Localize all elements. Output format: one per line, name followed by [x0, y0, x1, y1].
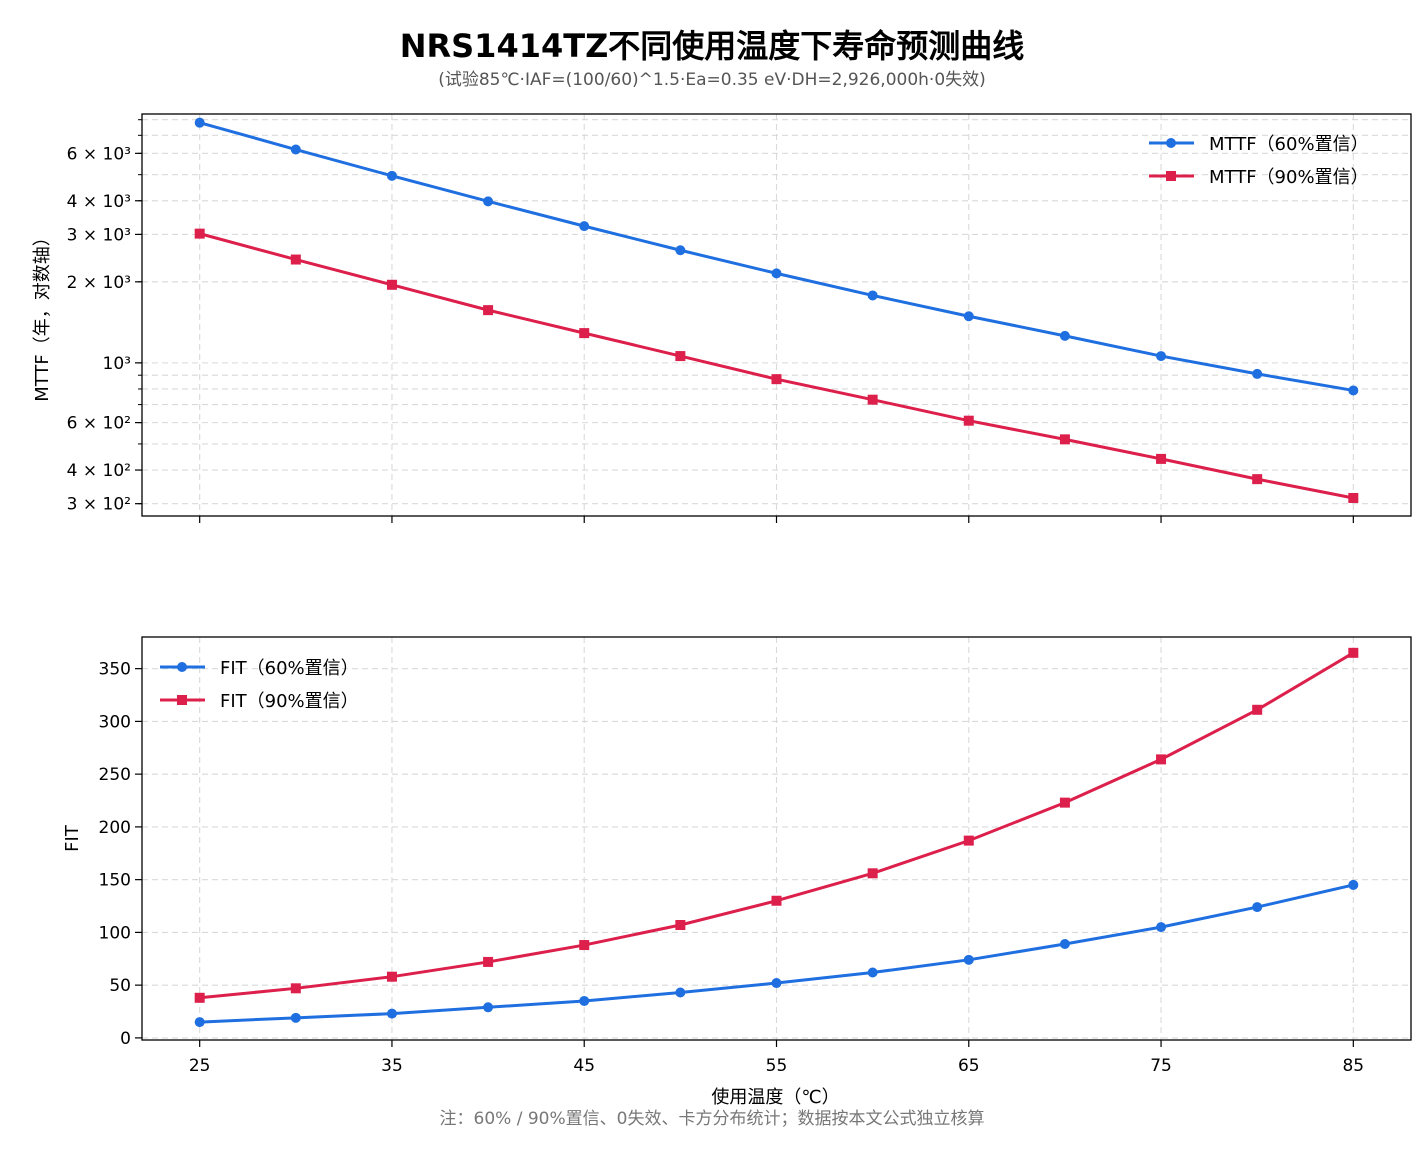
data-point: [771, 895, 782, 906]
x-tick-label: 85: [1342, 1056, 1364, 1076]
data-point: [290, 1012, 301, 1023]
data-point: [1348, 647, 1359, 658]
data-point: [1252, 368, 1263, 379]
chart-subtitle: (试验85℃·IAF=(100/60)^1.5·Ea=0.35 eV·DH=2,…: [438, 70, 986, 90]
legend-marker: [177, 662, 187, 672]
data-point: [194, 228, 205, 239]
x-axis-label: 使用温度（℃）: [711, 1087, 839, 1108]
x-tick-label: 75: [1150, 1056, 1172, 1076]
y-tick-label: 100: [99, 923, 131, 943]
y-tick-label: 50: [109, 976, 131, 996]
data-point: [1156, 453, 1167, 464]
data-point: [483, 1002, 494, 1013]
y-tick-label: 3 × 10³: [67, 225, 131, 245]
data-point: [867, 394, 878, 405]
mttf-panel: 3 × 10² 4 × 10² 6 × 10² 10³ 2 × 10³ 3 × 10³ 4 …: [32, 113, 1412, 523]
plot-frame: [141, 113, 1412, 517]
data-point: [771, 268, 782, 279]
data-point: [386, 170, 397, 181]
data-point: [194, 1017, 205, 1028]
data-point: [1059, 330, 1070, 341]
data-point: [194, 117, 205, 128]
y-axis-label: FIT: [62, 824, 83, 852]
data-point: [1156, 922, 1167, 933]
data-point: [963, 311, 974, 322]
x-tick-label: 55: [766, 1056, 788, 1076]
y-tick-label: 200: [99, 818, 131, 838]
x-tick-label: 65: [958, 1056, 980, 1076]
data-point: [579, 995, 590, 1006]
legend-label: MTTF（90%置信）: [1209, 167, 1369, 188]
legend-marker: [1166, 171, 1176, 181]
fit-panel: 0 50 100 150 200 250 300 350 25 35 45 55 65 75 85 FIT 使用…: [62, 636, 1412, 1108]
data-point: [579, 940, 590, 951]
data-point: [867, 967, 878, 978]
y-tick-label: 6 × 10²: [67, 414, 131, 434]
data-point: [867, 290, 878, 301]
data-point: [771, 978, 782, 989]
data-point: [675, 351, 686, 362]
data-point: [290, 144, 301, 155]
data-point: [963, 835, 974, 846]
data-point: [1059, 938, 1070, 949]
data-point: [675, 920, 686, 931]
data-point: [1348, 879, 1359, 890]
y-tick-label: 3 × 10²: [67, 495, 131, 515]
plot-frame: [141, 636, 1412, 1041]
data-point: [1252, 474, 1263, 485]
data-point: [579, 221, 590, 232]
data-point: [771, 374, 782, 385]
data-point: [963, 954, 974, 965]
data-point: [483, 956, 494, 967]
y-tick-label: 250: [99, 765, 131, 785]
x-tick-label: 25: [189, 1056, 211, 1076]
data-point: [1059, 797, 1070, 808]
data-point: [675, 987, 686, 998]
data-point: [963, 415, 974, 426]
y-tick-label: 2 × 10³: [67, 273, 131, 293]
y-tick-label: 10³: [103, 354, 131, 374]
legend-marker: [177, 695, 187, 705]
y-axis-label: MTTF（年，对数轴）: [32, 228, 53, 402]
data-point: [1156, 351, 1167, 362]
series-line: [199, 651, 1355, 1000]
legend-label: FIT（60%置信）: [220, 658, 359, 679]
data-point: [386, 279, 397, 290]
data-point: [1252, 704, 1263, 715]
footnote: 注：60% / 90%置信、0失效、卡方分布统计；数据按本文公式独立核算: [440, 1109, 985, 1129]
data-point: [867, 868, 878, 879]
data-point: [675, 245, 686, 256]
data-point: [483, 305, 494, 316]
legend-label: FIT（90%置信）: [220, 691, 359, 712]
y-tick-label: 4 × 10³: [67, 192, 131, 212]
x-tick-label: 35: [381, 1056, 403, 1076]
data-point: [386, 971, 397, 982]
y-tick-label: 6 × 10³: [67, 144, 131, 164]
data-point: [1252, 902, 1263, 913]
data-point: [194, 992, 205, 1003]
data-point: [1059, 434, 1070, 445]
data-point: [1156, 754, 1167, 765]
data-point: [290, 254, 301, 265]
x-tick-label: 45: [573, 1056, 595, 1076]
y-tick-label: 4 × 10²: [67, 461, 131, 481]
legend-label: MTTF（60%置信）: [1209, 134, 1369, 155]
y-tick-label: 350: [99, 660, 131, 680]
data-point: [1348, 385, 1359, 396]
data-point: [290, 983, 301, 994]
y-tick-label: 0: [120, 1029, 131, 1049]
legend-marker: [1166, 138, 1176, 148]
data-point: [483, 196, 494, 207]
data-point: [579, 328, 590, 339]
data-point: [386, 1008, 397, 1019]
data-point: [1348, 492, 1359, 503]
chart-title: NRS1414TZ不同使用温度下寿命预测曲线: [400, 27, 1025, 65]
y-tick-label: 300: [99, 712, 131, 732]
y-tick-label: 150: [99, 871, 131, 891]
